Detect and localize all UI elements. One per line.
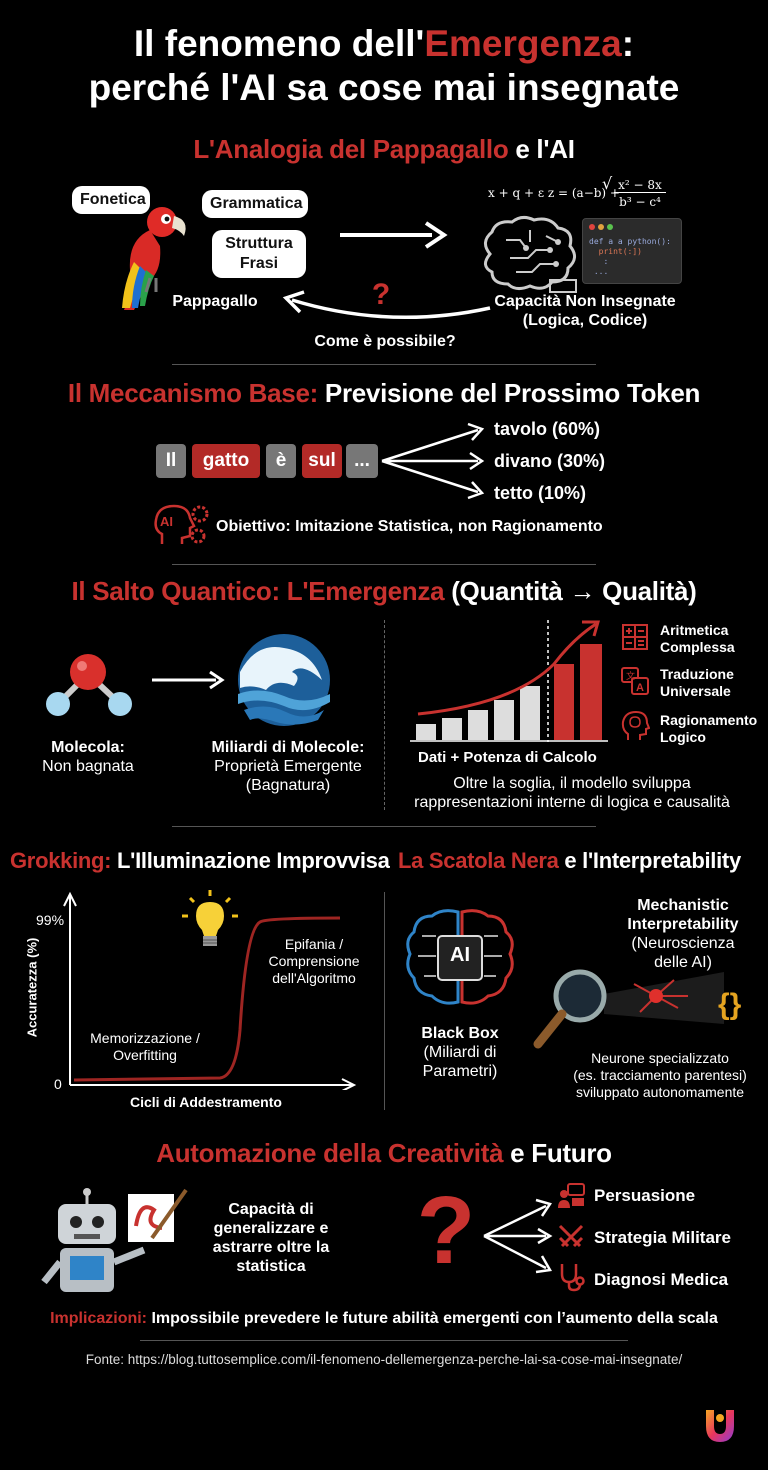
blackbox-header: La Scatola Nera e l'Interpretability <box>398 848 741 873</box>
robot-painter-icon <box>41 1188 188 1292</box>
bubble-grammatica: Grammatica <box>202 190 308 218</box>
braces-icon: {} <box>718 988 742 1021</box>
ability-translation: Traduzione Universale <box>660 666 734 699</box>
section5-header: Automazione della Creatività e Futuro <box>156 1138 612 1168</box>
section2-header: Il Meccanismo Base: Previsione del Pross… <box>67 378 701 408</box>
vertical-divider <box>384 892 385 1110</box>
ai-head-gears-icon <box>154 504 209 544</box>
crossed-swords-icon <box>558 1224 584 1248</box>
divider <box>172 564 596 565</box>
neuron-note: Neurone specializzato (es. tracciamento … <box>573 1050 747 1100</box>
translate-icon: 文 A <box>621 667 649 695</box>
brain-head-icon <box>621 710 650 740</box>
arrow-right-icon <box>152 670 225 690</box>
question-label: Come è possibile? <box>314 333 456 350</box>
token-sul: sul <box>302 444 342 478</box>
bubble-fonetica: Fonetica <box>72 186 150 214</box>
ai-capabilities-label: Capacità Non Insegnate (Logica, Codice) <box>494 293 676 329</box>
token-ellipsis: ... <box>346 444 378 478</box>
objective-label: Obiettivo: Imitazione Statistica, non Ra… <box>216 518 603 535</box>
ai-chip-brain-icon <box>406 909 514 1005</box>
brain-circuit-icon <box>484 215 577 293</box>
threshold-note: Oltre la soglia, il modello sviluppa rap… <box>414 775 730 811</box>
brand-logo <box>706 1410 734 1442</box>
chart-caption: Dati + Potenza di Calcolo <box>418 749 597 766</box>
grokking-header: Grokking: L'Illuminazione Improvvisa <box>10 848 390 873</box>
lightbulb-icon <box>182 890 238 946</box>
prediction-3: tetto (10%) <box>494 483 587 503</box>
prediction-1: tavolo (60%) <box>494 419 601 439</box>
phase-epiphany: Epifania / Comprensione dell'Algoritmo <box>268 936 360 986</box>
implications: Implicazioni: Impossibile prevedere le f… <box>50 1310 718 1327</box>
persuasion-icon <box>558 1183 585 1208</box>
svg-text:A: A <box>636 682 644 694</box>
formula: x + q + ε z = (a−b) + √ x² − 8x b³ − c⁴ <box>488 174 698 214</box>
section3-header: Il Salto Quantico: L'Emergenza (Quantità… <box>71 576 697 606</box>
future-medical: Diagnosi Medica <box>594 1270 729 1289</box>
prediction-2: divano (30%) <box>494 451 606 471</box>
stethoscope-icon <box>560 1264 585 1292</box>
molecule-label: Molecola: Non bagnata <box>42 739 134 775</box>
svg-text:文: 文 <box>626 670 635 681</box>
parrot-icon <box>122 207 186 310</box>
ability-arithmetic: Aritmetica Complessa <box>660 622 735 655</box>
code-window: def a a python(): print(:]) : ... <box>582 218 682 284</box>
ocean-wave-icon <box>238 634 330 726</box>
generalize-label: Capacità di generalizzare e astrarre olt… <box>212 1201 330 1275</box>
mechanistic-label: Mechanistic Interpretability (Neuroscien… <box>627 897 739 971</box>
emergence-bar-chart <box>410 620 608 742</box>
bubble-struttura-frasi: Struttura Frasi <box>212 230 306 278</box>
y-axis-label: Accuratezza (%) <box>24 937 40 1038</box>
ability-reasoning: Ragionamento Logico <box>660 712 758 745</box>
ai-badge: AI <box>160 514 173 529</box>
divider <box>172 364 596 365</box>
x-axis-label: Cicli di Addestramento <box>130 1094 282 1110</box>
ai-chip-label: AI <box>450 944 470 966</box>
blackbox-label: Black Box (Miliardi di Parametri) <box>421 1025 499 1080</box>
future-persuasion: Persuasione <box>594 1186 696 1205</box>
arrow-right-icon <box>340 221 448 249</box>
water-label: Miliardi di Molecole: Proprietà Emergent… <box>211 739 365 794</box>
token-gatto: gatto <box>192 444 260 478</box>
divider <box>172 826 596 827</box>
prediction-arrows <box>381 422 485 500</box>
page-title: Il fenomeno dell'Emergenza: perché l'AI … <box>88 23 680 108</box>
divider <box>140 1340 628 1341</box>
magnifier-neuron-icon <box>533 969 724 1049</box>
calculator-icon <box>622 624 648 650</box>
question-mark-icon: ? <box>371 278 391 311</box>
source-link[interactable]: Fonte: https://blog.tuttosemplice.com/il… <box>85 1352 683 1367</box>
token-e: è <box>266 444 296 478</box>
curved-arrow-icon <box>282 290 491 320</box>
y-zero-tick: 0 <box>54 1076 62 1092</box>
phase-memorization: Memorizzazione / Overfitting <box>90 1030 200 1063</box>
future-arrows <box>483 1198 553 1274</box>
question-mark-icon: ? <box>416 1177 476 1284</box>
grokking-chart <box>63 891 357 1090</box>
water-molecule-icon <box>46 654 132 716</box>
y-top-tick: 99% <box>36 912 65 928</box>
token-il: Il <box>156 444 186 478</box>
section1-header: L'Analogia del Pappagallo e l'AI <box>193 134 575 164</box>
future-military: Strategia Militare <box>594 1228 731 1247</box>
parrot-label: Pappagallo <box>172 293 258 310</box>
vertical-divider <box>384 620 385 810</box>
